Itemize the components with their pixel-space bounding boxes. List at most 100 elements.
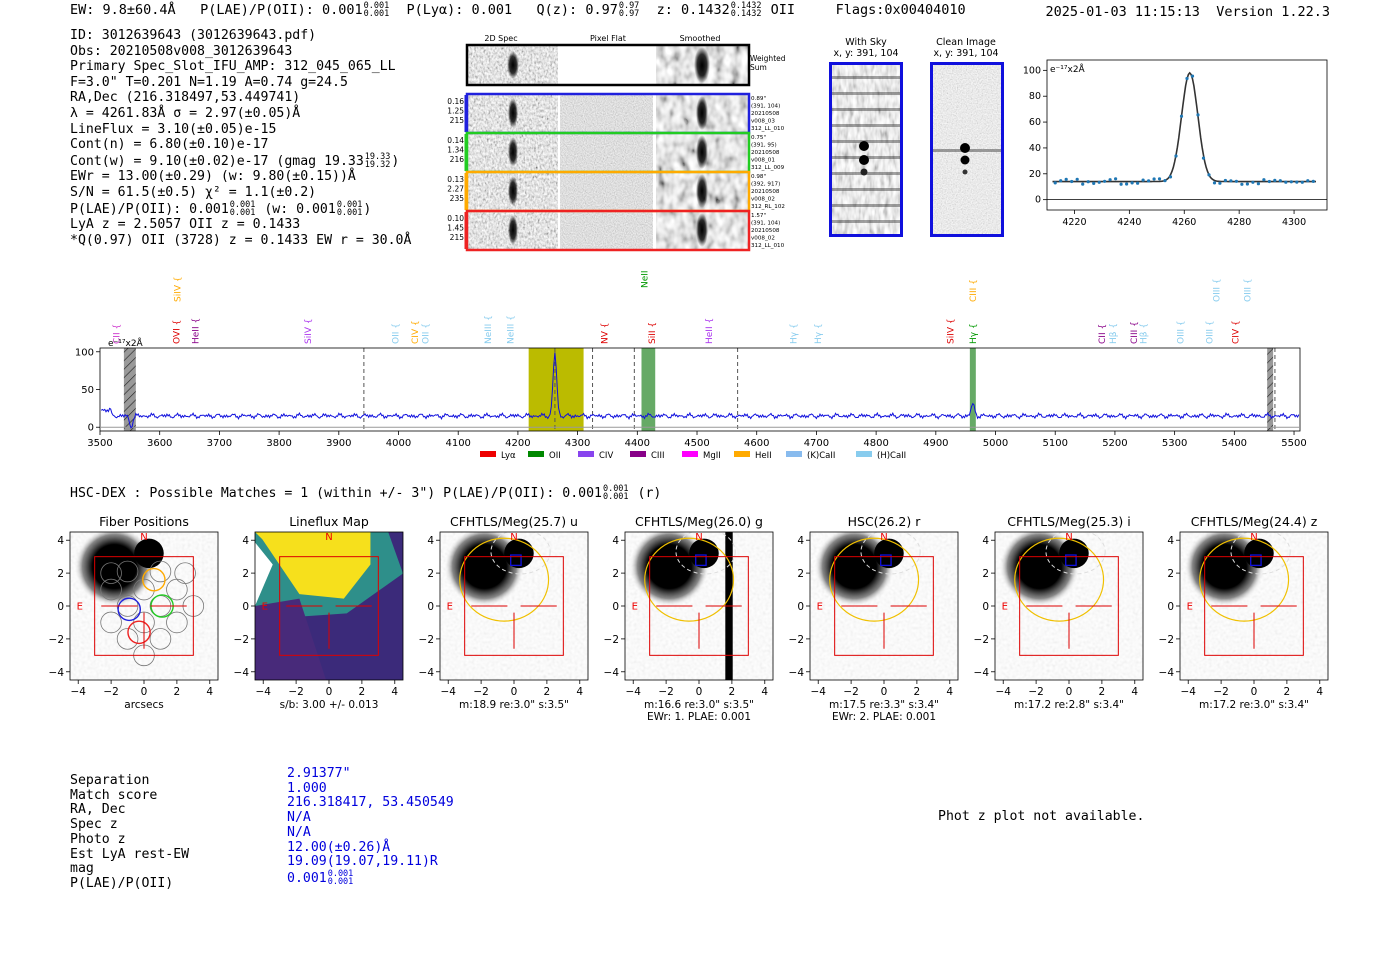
fiber-circle — [100, 611, 122, 634]
info-plae-frac: 0.001 0.001 — [230, 200, 256, 217]
fiber-circle — [174, 562, 196, 584]
zoom-data-point — [1273, 178, 1277, 182]
spec2d-smooth-blob — [696, 213, 708, 247]
cutout-ytick-label: −4 — [974, 667, 990, 679]
header-qz-frac: 0.97 0.97 — [619, 2, 639, 19]
spec2d-row-left-label: 0.14 — [447, 136, 464, 145]
header-z-hi: 0.1432 — [730, 1, 762, 11]
zoom-data-point — [1130, 181, 1134, 185]
cutout-ytick-label: −2 — [1159, 634, 1174, 646]
catalog-box — [510, 554, 522, 567]
spectrum-line-label: CIII { — [1130, 321, 1140, 344]
full-spectrum-chart: CII {OVI {HeII {SiIV {SiIV {OII {CIV {OI… — [75, 270, 1307, 461]
hsc-match-frac: 0.001 0.001 — [603, 485, 629, 502]
spectrum-xtick-label: 3800 — [266, 438, 291, 449]
spectrum-frame — [99, 347, 1301, 432]
spectrum-xtick-label: 4900 — [923, 438, 948, 449]
zoom-data-point — [1086, 180, 1090, 184]
cutout-xtick-label: −4 — [70, 686, 86, 698]
zoom-data-point — [1147, 179, 1151, 183]
info-lya: LyA z = 2.5057 OII z = 0.1433 — [70, 217, 301, 233]
spectrum-line-label: Hγ { — [814, 323, 824, 344]
spectrum-line-label: CIII { — [969, 279, 979, 302]
spec2d-row-right-label: 0.98" — [751, 174, 766, 180]
info-cont-w-lo: 19.32 — [364, 159, 391, 170]
match-label-radec: RA, Dec — [70, 802, 126, 818]
header-plae: P(LAE)/P(OII): 0.001 — [200, 2, 363, 18]
cutout-image — [625, 532, 773, 680]
catalog-box — [1065, 554, 1077, 567]
cutout-xtick-label: −4 — [1180, 686, 1196, 698]
cutout-xtick-label: −2 — [473, 686, 488, 698]
cutout-ytick-label: 4 — [242, 535, 249, 547]
legend-label: HeII — [755, 451, 772, 461]
east-label: E — [817, 601, 823, 612]
spectrum-line-label: Hγ { — [969, 323, 979, 344]
cutout-svg: CFHTLS/Meg(25.3) i N E −4 −4 −2 −2 0 0 2 2 4 4 m:17.2… — [974, 514, 1144, 711]
cutout-xtick-label: 0 — [1066, 686, 1073, 698]
cutout-xtick-label: −4 — [995, 686, 1011, 698]
spectrum-line-label: NV { — [600, 323, 610, 344]
cutout-ytick-label: 2 — [612, 568, 619, 580]
cutout-panel: HSC(26.2) r N E −4 −4 −2 −2 0 0 2 2 4 4 m:17.5 re:3.3… — [788, 510, 983, 725]
zoom-data-point — [1179, 114, 1184, 118]
cutout-xtick-label: 0 — [881, 686, 888, 698]
lineflux-low-region — [255, 598, 327, 680]
cutout-xtick-label: 4 — [1131, 686, 1138, 698]
sky-coords: x, y: 391, 104 — [833, 48, 899, 59]
cutout-svg: HSC(26.2) r N E −4 −4 −2 −2 0 0 2 2 4 4 m:17.5 re:3.3… — [789, 514, 959, 723]
header-qz: Q(z): 0.97 — [536, 2, 618, 18]
spectrum-ytick-label: 0 — [88, 423, 94, 434]
header-version: Version 1.22.3 — [1216, 4, 1330, 20]
info-cont-w-hi: 19.33 — [364, 151, 391, 162]
legend-swatch — [630, 451, 646, 457]
spectrum-line-label: OII { — [392, 323, 402, 344]
zoom-data-point — [1300, 180, 1304, 184]
cutout-ytick-label: 0 — [982, 601, 989, 613]
galaxy-core — [134, 538, 164, 569]
zoom-data-point — [1311, 179, 1315, 183]
cutout-xtick-label: 0 — [696, 686, 703, 698]
cutout-xtick-label: 2 — [544, 686, 551, 698]
aperture-ellipse — [675, 532, 736, 575]
spectrum-unit-label: e⁻¹⁷x2Å — [108, 337, 144, 349]
spec2d-row-right-label: v008_02 — [751, 236, 775, 242]
spectrum-line-label: NeIII { — [507, 315, 517, 344]
spectrum-line-label: Hβ { — [1140, 323, 1150, 344]
selected-fiber-circle — [127, 620, 151, 645]
east-label: E — [1002, 601, 1008, 612]
zoom-data-point — [1234, 179, 1238, 183]
search-box — [1204, 556, 1304, 656]
cutout-ytick-label: 2 — [1167, 568, 1174, 580]
spec2d-flat-cell — [560, 134, 653, 171]
info-plae-w-hi: 0.001 — [336, 199, 363, 210]
cutout-svg: CFHTLS/Meg(25.7) u N E −4 −4 −2 −2 0 0 2 2 4 4 m:18.9… — [419, 514, 589, 711]
zoom-model-fit — [1052, 71, 1316, 183]
spectrum-bands — [123, 348, 1274, 431]
spec2d-source-blob — [508, 215, 518, 245]
cutout-xtick-label: −2 — [103, 686, 118, 698]
zoom-data-point — [1108, 178, 1112, 182]
info-cont-n: Cont(n) = 6.80(±0.10)e-17 — [70, 137, 269, 153]
spectrum-line-label: OIII { — [1243, 278, 1253, 302]
cutout-ytick-label: 4 — [612, 535, 619, 547]
spectrum-xtick-label: 4500 — [684, 438, 709, 449]
cutout-ytick-label: −2 — [49, 634, 64, 646]
spec2d-row-left-label: 0.16 — [447, 97, 464, 106]
zoom-data-point — [1289, 180, 1293, 184]
match-label-specz: Spec z — [70, 817, 118, 833]
match-label-mag: mag — [70, 861, 94, 877]
cutout-xtick-label: 4 — [946, 686, 953, 698]
cutout-image — [70, 532, 218, 680]
zoom-ytick-label: 80 — [1029, 91, 1041, 102]
aperture-ellipse — [860, 532, 921, 575]
cutout-title: Fiber Positions — [99, 514, 189, 529]
cutout-title: CFHTLS/Meg(25.3) i — [1007, 514, 1131, 529]
clean-image-header: Clean Image x, y: 391, 104 — [925, 37, 1007, 59]
cutout-ytick-label: 0 — [797, 601, 804, 613]
zoom-ytick-label: 40 — [1029, 143, 1041, 154]
galaxy-core — [1244, 538, 1274, 569]
spectrum-line-label: OIII { — [1205, 320, 1215, 344]
